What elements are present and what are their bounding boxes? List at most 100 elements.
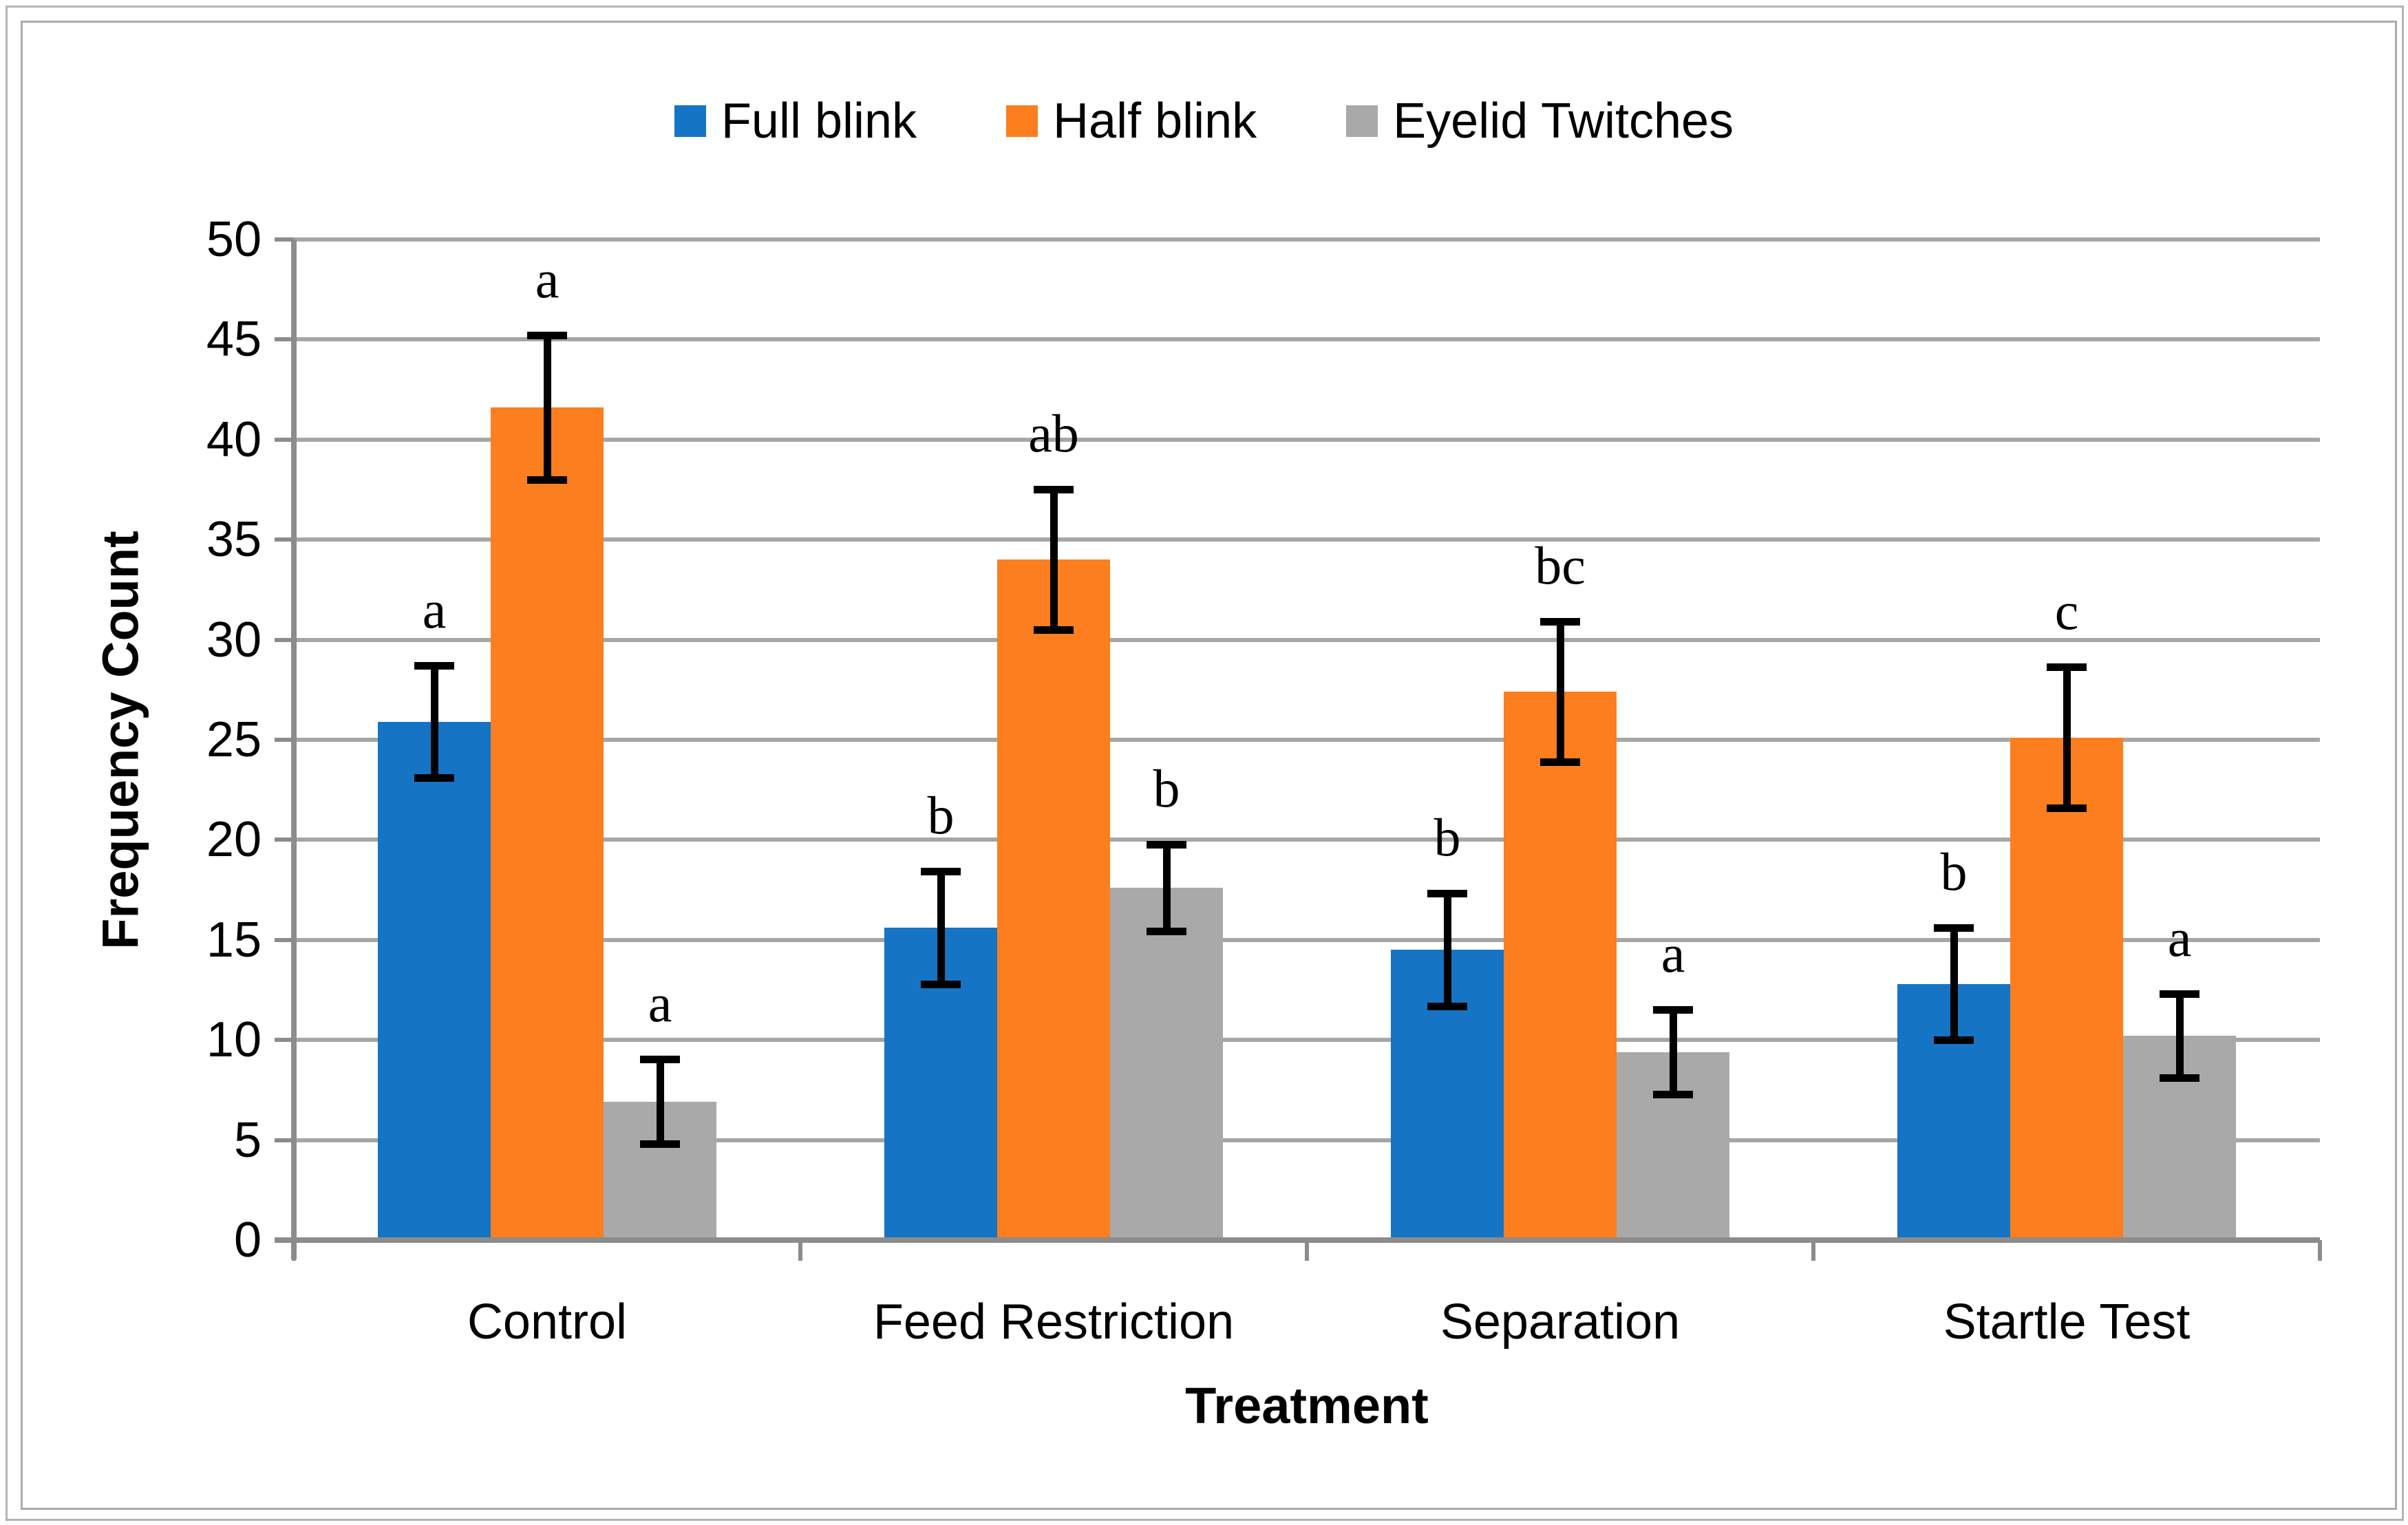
error-bar-cap-top [1540, 617, 1580, 626]
y-axis-tick-20 [275, 838, 294, 842]
significance-letter: b [1434, 807, 1461, 868]
error-bar-cap-bottom [1034, 626, 1074, 634]
error-bar-cap-top [921, 868, 961, 876]
gridline-40 [294, 437, 2320, 442]
y-tick-label: 30 [206, 612, 262, 668]
error-bar-cap-bottom [2160, 1074, 2199, 1083]
y-tick-label: 45 [206, 312, 262, 367]
y-tick-label: 25 [206, 712, 262, 767]
y-axis-tick-5 [275, 1138, 294, 1142]
error-bar-cap-bottom [2047, 804, 2087, 812]
error-bar-cap-bottom [527, 476, 567, 484]
gridline-10 [294, 1038, 2320, 1043]
gridline-45 [294, 337, 2320, 342]
x-axis-tick-3 [1811, 1240, 1815, 1261]
legend-swatch-0 [674, 105, 706, 137]
significance-letter: a [422, 579, 447, 639]
error-bar-cap-top [1427, 890, 1467, 898]
y-axis-tick-35 [275, 537, 294, 542]
error-bar-stem [1556, 617, 1564, 766]
bar-half-blink-3 [2010, 738, 2123, 1240]
error-bar-stem [937, 868, 945, 988]
x-category-label: Control [467, 1294, 628, 1350]
error-bar-cap-top [2047, 663, 2087, 672]
significance-letter: b [927, 785, 955, 846]
y-tick-label: 5 [233, 1112, 262, 1168]
error-bar-stem [543, 331, 551, 484]
x-category-label: Feed Restriction [873, 1294, 1235, 1350]
significance-letter: a [1661, 923, 1685, 983]
bar-half-blink-1 [997, 559, 1110, 1240]
error-bar-stem [1669, 1005, 1677, 1098]
x-category-label: Startle Test [1943, 1294, 2191, 1350]
x-axis-tick-1 [798, 1240, 802, 1261]
error-bar-cap-top [1934, 924, 1974, 932]
y-axis-tick-50 [275, 237, 294, 242]
y-tick-label: 15 [206, 912, 262, 968]
error-bar-cap-bottom [640, 1140, 680, 1149]
y-axis-tick-10 [275, 1038, 294, 1043]
legend-label: Half blink [1053, 94, 1257, 149]
gridline-50 [294, 237, 2320, 242]
y-axis-tick-15 [275, 937, 294, 942]
significance-letter: b [1153, 758, 1180, 818]
error-bar-cap-top [1653, 1005, 1693, 1014]
y-axis-tick-45 [275, 337, 294, 342]
legend-label: Eyelid Twitches [1393, 94, 1734, 149]
y-tick-label: 0 [233, 1213, 262, 1268]
error-bar-cap-top [527, 331, 567, 339]
y-axis-line [291, 239, 297, 1259]
gridline-25 [294, 738, 2320, 742]
significance-letter: bc [1535, 535, 1586, 595]
significance-letter: ab [1028, 403, 1079, 463]
legend-item: Half blink [1006, 96, 1257, 146]
x-axis-tick-2 [1305, 1240, 1309, 1261]
y-axis-tick-30 [275, 637, 294, 642]
x-axis-tick-4 [2318, 1240, 2322, 1261]
legend-swatch-2 [1346, 105, 1378, 137]
error-bar-cap-bottom [1653, 1090, 1693, 1098]
significance-letter: a [2167, 907, 2192, 968]
legend-label: Full blink [721, 94, 917, 149]
error-bar-stem [1443, 890, 1451, 1010]
significance-letter: b [1940, 841, 1968, 902]
y-tick-label: 40 [206, 412, 262, 467]
significance-letter: a [535, 248, 560, 309]
error-bar-stem [430, 661, 438, 782]
error-bar-cap-bottom [1147, 927, 1186, 935]
error-bar-cap-bottom [1540, 758, 1580, 766]
error-bar-stem [1950, 924, 1958, 1044]
y-tick-label: 35 [206, 512, 262, 568]
bar-eyelid-twitches-1 [1110, 888, 1223, 1240]
legend: Full blink Half blink Eyelid Twitches [0, 96, 2408, 146]
gridline-30 [294, 637, 2320, 642]
y-tick-label: 20 [206, 812, 262, 868]
x-axis-tick-0 [292, 1240, 296, 1261]
error-bar-cap-bottom [921, 980, 961, 988]
error-bar-cap-top [1147, 840, 1186, 849]
error-bar-stem [2175, 990, 2184, 1083]
significance-letter: c [2054, 581, 2079, 641]
x-category-label: Separation [1440, 1294, 1681, 1350]
y-axis-tick-40 [275, 437, 294, 442]
error-bar-cap-top [640, 1056, 680, 1064]
legend-item: Eyelid Twitches [1346, 96, 1734, 146]
error-bar-cap-top [1034, 485, 1074, 493]
bar-half-blink-0 [491, 407, 604, 1240]
gridline-15 [294, 937, 2320, 942]
error-bar-cap-bottom [414, 774, 454, 782]
x-axis-line [275, 1237, 2320, 1243]
legend-swatch-1 [1006, 105, 1038, 137]
error-bar-cap-top [2160, 990, 2199, 998]
error-bar-stem [1162, 840, 1171, 935]
gridline-5 [294, 1138, 2320, 1142]
error-bar-cap-bottom [1934, 1036, 1974, 1045]
y-tick-label: 50 [206, 212, 262, 267]
legend-item: Full blink [674, 96, 917, 146]
gridline-35 [294, 537, 2320, 542]
y-tick-label: 10 [206, 1012, 262, 1068]
gridline-20 [294, 838, 2320, 842]
bar-half-blink-2 [1504, 692, 1617, 1240]
error-bar-stem [1049, 485, 1058, 634]
